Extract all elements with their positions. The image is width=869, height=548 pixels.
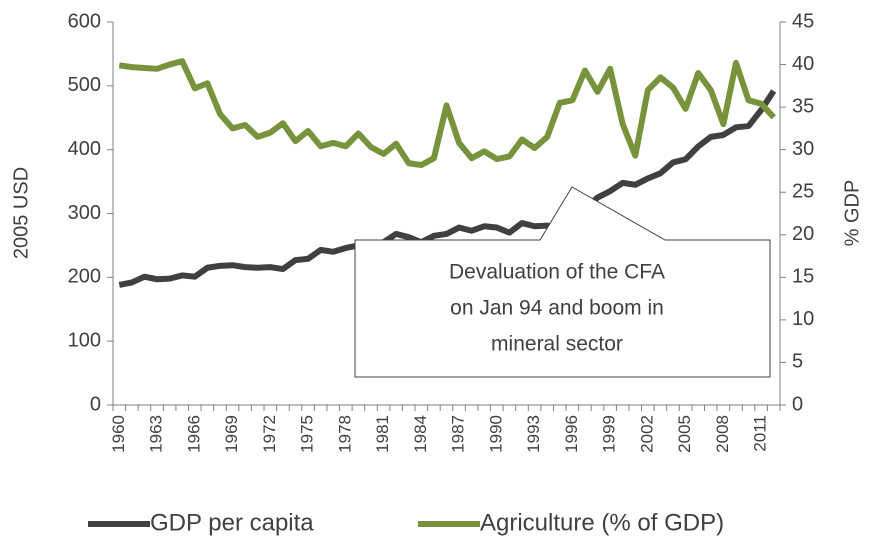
y2-tick-label: 10 xyxy=(792,308,814,330)
x-tick-label: 1972 xyxy=(260,415,279,453)
y-tick-label: 100 xyxy=(68,329,101,351)
x-tick-label: 1960 xyxy=(109,415,128,453)
x-tick-label: 1981 xyxy=(373,415,392,453)
legend-label: GDP per capita xyxy=(150,509,314,536)
y-tick-label: 0 xyxy=(90,393,101,415)
y2-tick-label: 5 xyxy=(792,351,803,373)
x-tick-label: 1966 xyxy=(184,415,203,453)
annotation-text: Devaluation of the CFA xyxy=(449,261,665,284)
x-tick-label: 2002 xyxy=(637,415,656,453)
x-tick-label: 1990 xyxy=(486,415,505,453)
x-tick-label: 2011 xyxy=(751,415,770,452)
x-tick-label: 1996 xyxy=(562,415,581,453)
annotation-box xyxy=(354,186,771,378)
y-axis-label: 2005 USD xyxy=(10,167,32,259)
annotation-text: mineral sector xyxy=(491,333,623,356)
x-tick-label: 1987 xyxy=(449,415,468,453)
x-tick-label: 2005 xyxy=(675,415,694,453)
annotation-text: on Jan 94 and boom in xyxy=(450,297,664,320)
y-tick-label: 300 xyxy=(68,202,101,224)
y2-tick-label: 40 xyxy=(792,53,814,75)
y-tick-label: 500 xyxy=(68,74,101,96)
y2-tick-label: 30 xyxy=(792,138,814,160)
x-tick-label: 1969 xyxy=(222,415,241,453)
x-tick-label: 1963 xyxy=(147,415,166,453)
y-tick-label: 400 xyxy=(68,138,101,160)
x-tick-label: 1993 xyxy=(524,415,543,453)
x-tick-label: 1984 xyxy=(411,415,430,453)
y2-tick-label: 45 xyxy=(792,10,814,32)
y2-tick-label: 15 xyxy=(792,266,814,288)
x-tick-label: 1975 xyxy=(298,415,317,453)
y2-tick-label: 35 xyxy=(792,95,814,117)
series-line xyxy=(118,58,776,168)
y2-tick-label: 0 xyxy=(792,393,803,415)
series-line xyxy=(118,89,777,288)
y2-axis-label: % GDP xyxy=(841,180,863,247)
y2-tick-label: 20 xyxy=(792,223,814,245)
y2-tick-label: 25 xyxy=(792,181,814,203)
x-tick-label: 1999 xyxy=(600,415,619,453)
x-tick-label: 1978 xyxy=(335,415,354,453)
legend-label: Agriculture (% of GDP) xyxy=(480,509,724,536)
y-tick-label: 200 xyxy=(68,266,101,288)
x-tick-label: 2008 xyxy=(713,415,732,453)
y-tick-label: 600 xyxy=(68,10,101,32)
